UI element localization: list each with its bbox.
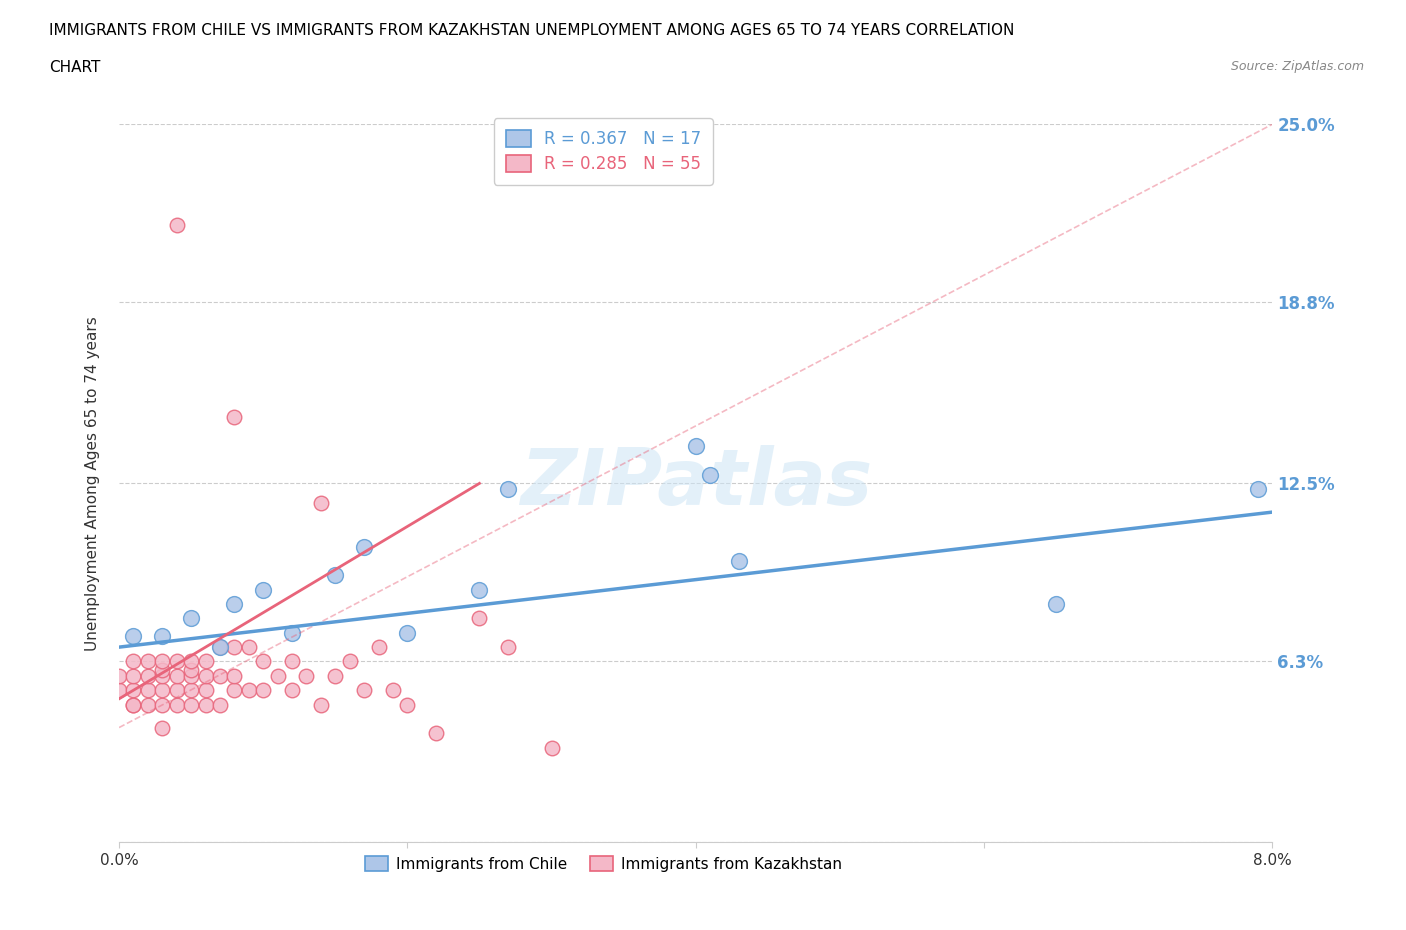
Point [122, 654, 145, 669]
Point [396, 625, 419, 640]
Point [166, 698, 188, 712]
Point [238, 640, 260, 655]
Point [295, 669, 318, 684]
Point [266, 669, 288, 684]
Point [150, 683, 173, 698]
Point [323, 568, 346, 583]
Text: Source: ZipAtlas.com: Source: ZipAtlas.com [1230, 60, 1364, 73]
Point [150, 628, 173, 643]
Point [699, 468, 721, 483]
Point [136, 654, 159, 669]
Point [150, 663, 173, 678]
Point [252, 683, 274, 698]
Point [685, 439, 707, 454]
Point [353, 539, 375, 554]
Point [224, 410, 246, 425]
Point [150, 720, 173, 735]
Y-axis label: Unemployment Among Ages 65 to 74 years: Unemployment Among Ages 65 to 74 years [86, 316, 100, 651]
Point [180, 654, 202, 669]
Point [194, 669, 217, 684]
Point [367, 640, 389, 655]
Point [339, 654, 361, 669]
Point [180, 669, 202, 684]
Point [224, 597, 246, 612]
Point [323, 669, 346, 684]
Point [224, 669, 246, 684]
Point [136, 698, 159, 712]
Point [122, 698, 145, 712]
Point [309, 698, 332, 712]
Point [252, 582, 274, 597]
Point [224, 640, 246, 655]
Point [108, 683, 131, 698]
Point [166, 683, 188, 698]
Point [108, 669, 131, 684]
Point [208, 669, 231, 684]
Point [208, 640, 231, 655]
Point [194, 698, 217, 712]
Point [468, 582, 491, 597]
Text: CHART: CHART [49, 60, 101, 75]
Point [496, 640, 519, 655]
Point [540, 740, 562, 755]
Point [208, 698, 231, 712]
Point [136, 669, 159, 684]
Point [1247, 482, 1270, 497]
Point [122, 669, 145, 684]
Point [728, 553, 751, 568]
Point [180, 663, 202, 678]
Point [224, 683, 246, 698]
Point [122, 683, 145, 698]
Point [425, 726, 447, 741]
Point [180, 611, 202, 626]
Point [166, 654, 188, 669]
Point [150, 654, 173, 669]
Point [150, 669, 173, 684]
Point [166, 218, 188, 232]
Point [166, 669, 188, 684]
Point [281, 683, 304, 698]
Point [496, 482, 519, 497]
Point [468, 611, 491, 626]
Point [150, 698, 173, 712]
Point [281, 625, 304, 640]
Point [353, 683, 375, 698]
Point [396, 698, 419, 712]
Point [238, 683, 260, 698]
Point [309, 496, 332, 511]
Point [122, 628, 145, 643]
Legend: Immigrants from Chile, Immigrants from Kazakhstan: Immigrants from Chile, Immigrants from K… [359, 850, 848, 878]
Text: IMMIGRANTS FROM CHILE VS IMMIGRANTS FROM KAZAKHSTAN UNEMPLOYMENT AMONG AGES 65 T: IMMIGRANTS FROM CHILE VS IMMIGRANTS FROM… [49, 23, 1015, 38]
Point [208, 640, 231, 655]
Point [194, 654, 217, 669]
Point [1045, 597, 1067, 612]
Point [180, 698, 202, 712]
Text: ZIPatlas: ZIPatlas [520, 445, 872, 522]
Point [252, 654, 274, 669]
Point [194, 683, 217, 698]
Point [136, 683, 159, 698]
Point [122, 698, 145, 712]
Point [180, 683, 202, 698]
Point [381, 683, 404, 698]
Point [281, 654, 304, 669]
